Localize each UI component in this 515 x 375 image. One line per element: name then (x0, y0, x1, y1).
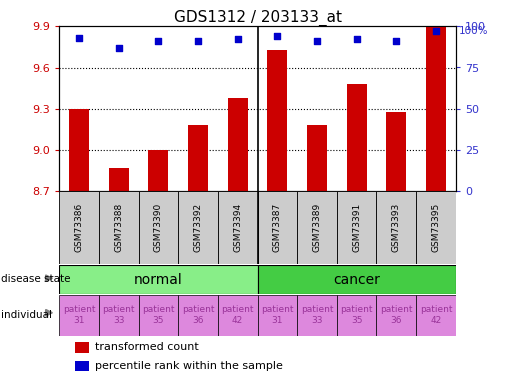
Bar (178, 295, 218, 336)
Bar (376, 191, 416, 264)
Text: GSM73394: GSM73394 (233, 203, 242, 252)
Bar (386, 111, 406, 191)
Bar (337, 295, 376, 336)
Text: cancer: cancer (333, 273, 380, 287)
Text: patient
36: patient 36 (182, 305, 214, 326)
Point (194, 38, 202, 44)
Bar (59, 295, 99, 336)
Text: individual: individual (1, 310, 52, 320)
Bar (416, 295, 456, 336)
Text: percentile rank within the sample: percentile rank within the sample (95, 361, 283, 371)
Bar (347, 84, 367, 191)
Bar (218, 295, 258, 336)
Text: 100%: 100% (458, 26, 488, 36)
Point (114, 45, 123, 51)
Bar (139, 295, 178, 336)
Text: normal: normal (134, 273, 183, 287)
Text: GSM73386: GSM73386 (75, 203, 83, 252)
Text: patient
31: patient 31 (261, 305, 294, 326)
Point (432, 28, 440, 34)
Bar (75, 361, 89, 371)
Point (233, 36, 242, 42)
Text: patient
31: patient 31 (63, 305, 95, 326)
Text: patient
33: patient 33 (301, 305, 333, 326)
Bar (228, 98, 248, 191)
Point (75, 35, 83, 41)
Bar (139, 191, 178, 264)
Bar (258, 295, 297, 336)
Text: patient
35: patient 35 (340, 305, 373, 326)
Text: patient
42: patient 42 (221, 305, 254, 326)
Bar (59, 265, 258, 294)
Bar (99, 295, 139, 336)
Text: GSM73392: GSM73392 (194, 203, 202, 252)
Bar (59, 191, 99, 264)
Bar (218, 191, 258, 264)
Text: patient
35: patient 35 (142, 305, 175, 326)
Text: disease state: disease state (1, 274, 71, 284)
Bar (416, 191, 456, 264)
Point (392, 38, 401, 44)
Bar (297, 191, 337, 264)
Text: patient
36: patient 36 (380, 305, 413, 326)
Bar (109, 168, 129, 191)
Text: GSM73389: GSM73389 (313, 203, 321, 252)
Text: GSM73393: GSM73393 (392, 203, 401, 252)
Bar (178, 191, 218, 264)
Bar (307, 125, 327, 191)
Bar (376, 295, 416, 336)
Point (154, 38, 162, 44)
Text: GSM73395: GSM73395 (432, 203, 440, 252)
Bar (188, 125, 208, 191)
Bar (75, 342, 89, 352)
Text: patient
33: patient 33 (102, 305, 135, 326)
Point (273, 33, 281, 39)
Text: GSM73390: GSM73390 (154, 203, 163, 252)
Bar (99, 191, 139, 264)
Text: GSM73391: GSM73391 (352, 203, 361, 252)
Bar (267, 50, 287, 191)
Bar (258, 265, 456, 294)
Title: GDS1312 / 203133_at: GDS1312 / 203133_at (174, 10, 341, 26)
Text: transformed count: transformed count (95, 342, 199, 352)
Bar (297, 295, 337, 336)
Point (352, 36, 360, 42)
Text: patient
42: patient 42 (420, 305, 452, 326)
Bar (426, 26, 446, 191)
Bar (148, 150, 168, 191)
Bar (337, 191, 376, 264)
Bar (258, 191, 297, 264)
Text: GSM73388: GSM73388 (114, 203, 123, 252)
Bar (69, 109, 89, 191)
Point (313, 38, 321, 44)
Text: GSM73387: GSM73387 (273, 203, 282, 252)
